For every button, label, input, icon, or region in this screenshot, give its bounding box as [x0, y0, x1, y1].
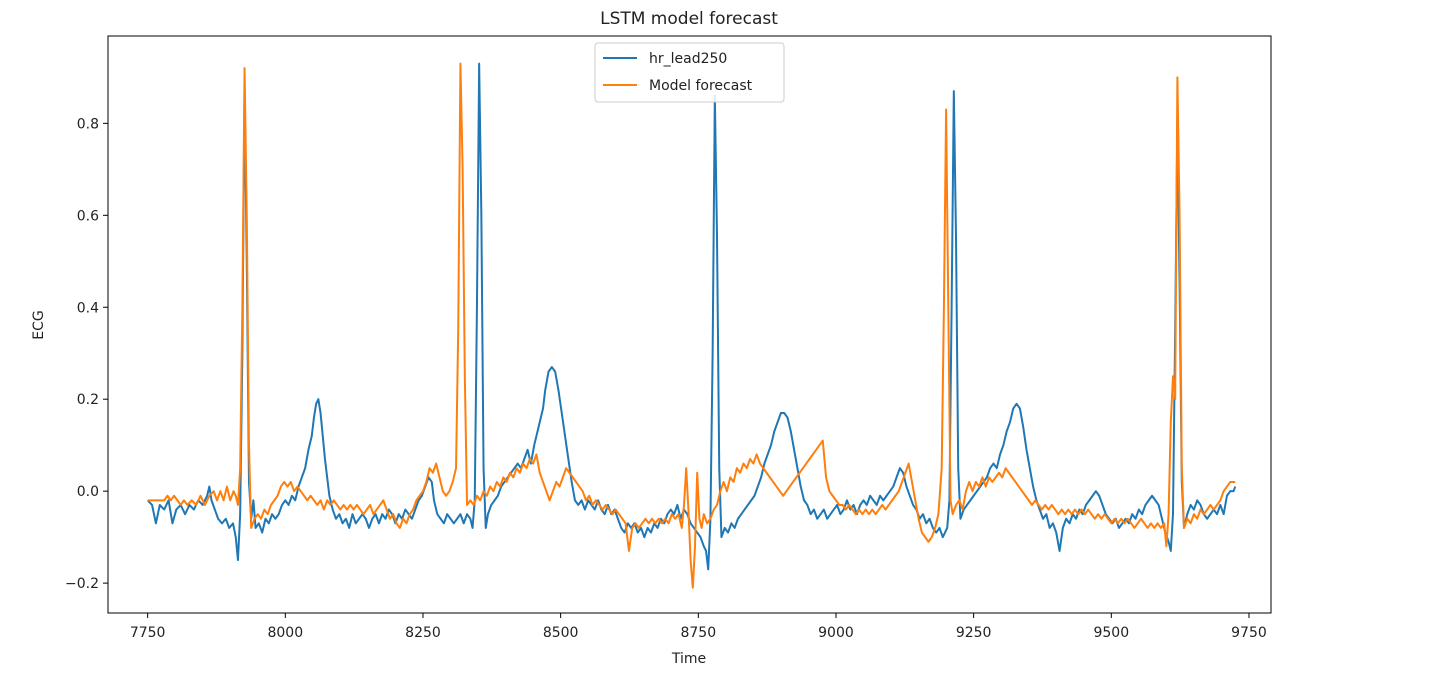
y-tick-label: 0.0 — [77, 484, 99, 500]
legend: hr_lead250 Model forecast — [594, 42, 785, 103]
x-tick-label: 9750 — [1231, 625, 1267, 641]
legend-box — [594, 42, 785, 103]
y-tick-label: 0.6 — [77, 208, 99, 224]
y-axis-label: ECG — [31, 310, 47, 339]
y-tick-label: −0.2 — [65, 576, 99, 592]
series-line-hr-lead250 — [146, 62, 1237, 571]
x-tick-label: 8500 — [543, 625, 579, 641]
x-tick-label: 9000 — [818, 625, 854, 641]
x-tick-label: 8000 — [267, 625, 303, 641]
x-tick-label: 7750 — [130, 625, 166, 641]
x-tick-label: 8750 — [680, 625, 716, 641]
series-line-model-forecast — [147, 62, 1236, 589]
legend-label-hr-lead250: hr_lead250 — [649, 51, 727, 67]
legend-label-model-forecast: Model forecast — [649, 78, 753, 94]
series-layer — [146, 62, 1237, 589]
x-tick-label: 9500 — [1093, 625, 1129, 641]
x-axis-label: Time — [671, 651, 706, 667]
x-tick-label: 9250 — [956, 625, 992, 641]
x-tick-label: 8250 — [405, 625, 441, 641]
plot-area-frame — [107, 35, 1272, 614]
y-tick-label: 0.2 — [77, 392, 99, 408]
x-axis-ticks: 7750 8000 8250 8500 8750 9000 9250 9500 9750 — [130, 613, 1267, 641]
y-axis-ticks: −0.2 0.0 0.2 0.4 0.6 0.8 — [65, 116, 108, 592]
y-tick-label: 0.8 — [77, 116, 99, 132]
y-tick-label: 0.4 — [77, 300, 99, 316]
chart-title: LSTM model forecast — [600, 9, 778, 29]
